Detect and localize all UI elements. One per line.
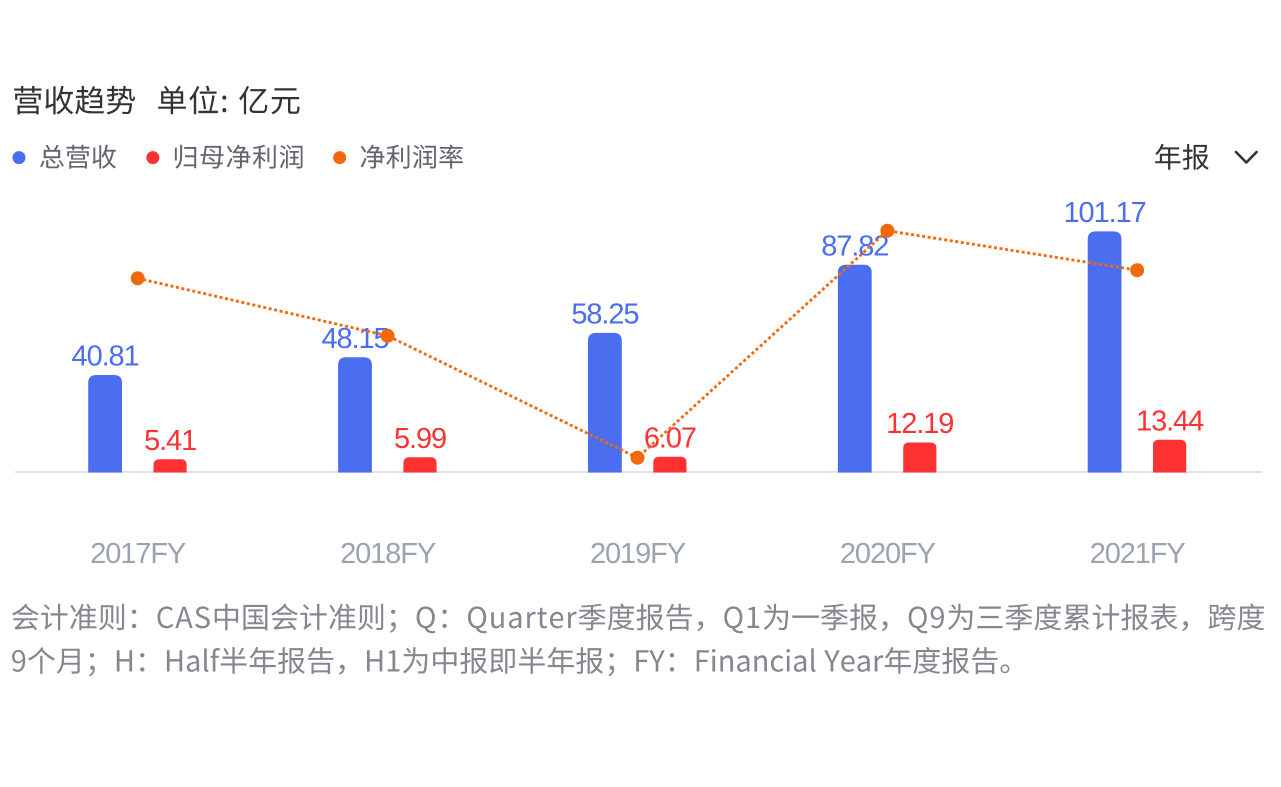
svg-text:40.81: 40.81 — [72, 341, 139, 373]
svg-text:2021FY: 2021FY — [1090, 538, 1186, 570]
svg-text:2017FY: 2017FY — [90, 538, 186, 570]
svg-text:2020FY: 2020FY — [840, 538, 936, 570]
svg-text:2018FY: 2018FY — [340, 538, 436, 570]
svg-text:2019FY: 2019FY — [590, 538, 686, 570]
svg-text:48.15: 48.15 — [321, 323, 388, 355]
svg-text:101.17: 101.17 — [1064, 197, 1146, 229]
svg-text:13.44: 13.44 — [1136, 406, 1204, 438]
svg-text:87.82: 87.82 — [821, 231, 888, 263]
svg-text:12.19: 12.19 — [886, 408, 953, 440]
svg-text:58.25: 58.25 — [571, 299, 638, 331]
svg-text:5.41: 5.41 — [144, 425, 196, 457]
svg-text:5.99: 5.99 — [394, 423, 446, 455]
